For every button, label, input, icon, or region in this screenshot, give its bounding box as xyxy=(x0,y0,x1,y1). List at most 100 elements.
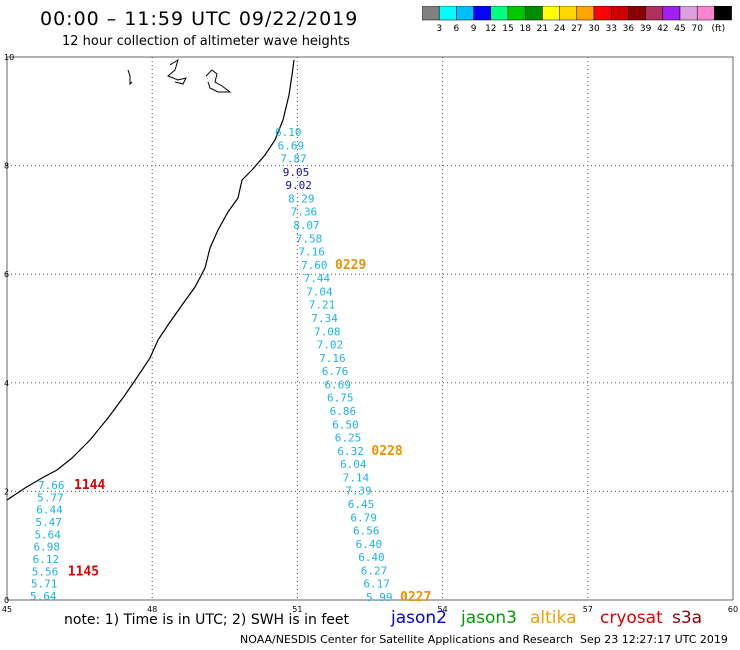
scale-label: 21 xyxy=(537,24,548,34)
scale-label: 9 xyxy=(471,24,477,34)
scale-swatch xyxy=(610,6,629,21)
swh-value: 5.71 xyxy=(31,578,58,591)
pass-time-label: 0229 xyxy=(335,258,366,273)
swh-value: 5.77 xyxy=(37,491,64,504)
scale-swatch xyxy=(542,6,560,21)
swh-value: 7.21 xyxy=(309,299,336,312)
swh-value: 7.04 xyxy=(306,285,333,298)
swh-value: 5.64 xyxy=(34,528,61,541)
swh-value: 7.14 xyxy=(343,471,370,484)
scale-label: 33 xyxy=(605,24,616,34)
scale-swatch xyxy=(438,6,457,21)
legend-s3a: s3a xyxy=(672,608,703,628)
legend-altika: altika xyxy=(530,608,577,628)
units-note: note: 1) Time is in UTC; 2) SWH is in fe… xyxy=(64,612,350,628)
scale-label: 27 xyxy=(571,24,582,34)
map-title: 00:00 – 11:59 UTC 09/22/2019 xyxy=(40,8,359,30)
scale-swatch xyxy=(576,6,595,21)
scale-label: 30 xyxy=(588,24,600,34)
swh-value: 6.56 xyxy=(353,525,380,538)
scale-swatch xyxy=(456,6,474,21)
swh-value: 7.60 xyxy=(301,259,328,272)
scale-swatch xyxy=(422,6,440,21)
map-subtitle: 12 hour collection of altimeter wave hei… xyxy=(62,34,350,49)
swh-value: 7.39 xyxy=(345,485,372,498)
scale-label: 39 xyxy=(640,24,652,34)
scale-swatch xyxy=(473,6,492,21)
pass-time-label: 0227 xyxy=(400,590,431,605)
swh-value: 7.36 xyxy=(291,206,318,219)
scale-swatch xyxy=(593,6,612,21)
swh-value: 7.66 xyxy=(38,479,65,492)
swh-value: 6.69 xyxy=(278,139,305,152)
scale-swatch xyxy=(645,6,664,21)
scale-label: 36 xyxy=(623,24,635,34)
swh-value: 6.98 xyxy=(34,541,61,554)
swh-value: 6.32 xyxy=(337,445,364,458)
y-tick-label: 2 xyxy=(4,487,9,496)
swh-value: 7.58 xyxy=(296,232,323,245)
x-tick-label: 45 xyxy=(2,605,12,614)
scale-label: 3 xyxy=(436,24,442,34)
swh-value: 7.02 xyxy=(317,339,344,352)
scale-label: 12 xyxy=(485,24,496,34)
swh-value: 6.12 xyxy=(33,553,60,566)
swh-value: 6.40 xyxy=(356,538,383,551)
swh-value: 6.50 xyxy=(332,418,359,431)
pass-time-label: 0228 xyxy=(371,444,402,459)
swh-value: 6.04 xyxy=(340,458,367,471)
scale-swatch xyxy=(559,6,578,21)
y-tick-label: 10 xyxy=(4,53,14,62)
scale-label: 6 xyxy=(454,24,460,34)
generation-timestamp: Sep 23 12:27:17 UTC 2019 xyxy=(580,633,728,646)
scale-label: 42 xyxy=(657,24,668,34)
scale-swatch xyxy=(696,6,715,21)
legend-cryosat: cryosat xyxy=(600,608,663,628)
scale-unit: (ft) xyxy=(712,24,726,34)
map-frame xyxy=(6,56,734,601)
swh-value: 7.44 xyxy=(304,272,331,285)
pass-time-label: 1144 xyxy=(74,478,105,493)
swh-value: 6.79 xyxy=(350,511,377,524)
swh-value: 6.17 xyxy=(363,578,390,591)
y-tick-label: 6 xyxy=(4,270,9,279)
y-tick-label: 0 xyxy=(4,596,9,605)
swh-value: 7.16 xyxy=(319,352,346,365)
y-tick-label: 8 xyxy=(4,162,9,171)
island xyxy=(167,58,187,85)
legend-jason3: jason3 xyxy=(461,608,517,628)
swh-value: 6.44 xyxy=(36,504,63,517)
coastline xyxy=(6,59,295,501)
swh-value: 5.47 xyxy=(35,516,62,529)
swh-value: 6.25 xyxy=(335,432,362,445)
credit-line: NOAA/NESDIS Center for Satellite Applica… xyxy=(240,633,574,646)
swh-value: 6.10 xyxy=(275,126,302,139)
x-tick-label: 60 xyxy=(728,605,738,614)
swh-value: 8.07 xyxy=(293,219,320,232)
color-scale-bar: 3 6 9 12 15 18 21 24 27 30 33 36 39 42 45 70 (ft) xyxy=(422,6,732,34)
swh-value: 5.56 xyxy=(32,565,59,578)
swh-value: 7.16 xyxy=(298,246,325,259)
scale-swatch xyxy=(714,6,732,21)
pass-time-label: 1145 xyxy=(68,564,99,579)
swh-value: 6.69 xyxy=(324,378,351,391)
scale-label: 15 xyxy=(502,24,513,34)
scale-swatch xyxy=(524,6,543,21)
y-tick-label: 4 xyxy=(4,379,9,388)
scale-label: 24 xyxy=(554,24,566,34)
swh-value: 6.86 xyxy=(330,405,357,418)
legend-jason2: jason2 xyxy=(391,608,447,628)
swh-value: 5.64 xyxy=(30,590,57,603)
scale-label: 45 xyxy=(674,24,685,34)
island xyxy=(127,69,133,86)
island xyxy=(205,69,232,93)
scale-swatch xyxy=(628,6,646,21)
scale-swatch xyxy=(507,6,526,21)
swh-value: 9.02 xyxy=(285,179,312,192)
scale-label: 70 xyxy=(691,24,703,34)
swh-value: 7.08 xyxy=(314,325,341,338)
swh-value: 7.34 xyxy=(311,312,338,325)
swh-value: 6.27 xyxy=(361,564,388,577)
scale-label: 18 xyxy=(519,24,531,34)
